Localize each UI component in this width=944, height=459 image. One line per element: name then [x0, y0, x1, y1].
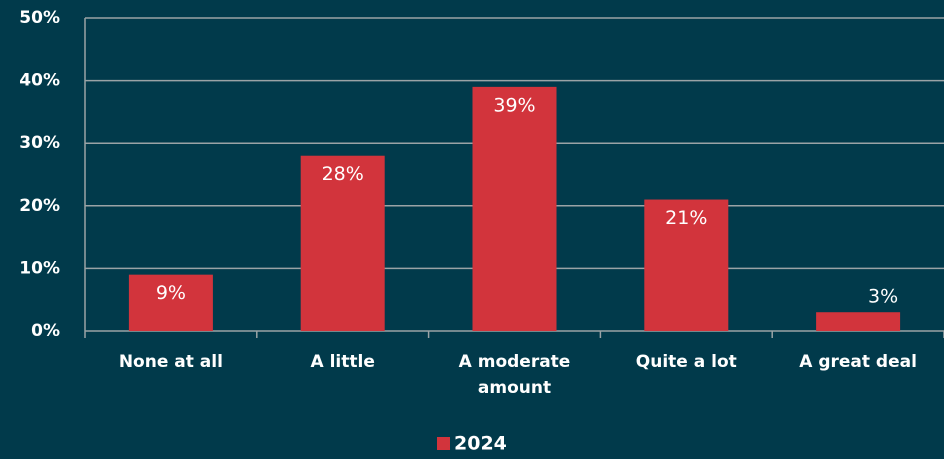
bar [644, 199, 729, 331]
y-tick-label: 50% [19, 8, 60, 28]
y-tick-label: 40% [19, 71, 60, 91]
x-tick-label: None at all [118, 352, 223, 372]
x-tick-label: A little [310, 352, 375, 372]
data-label: 39% [493, 94, 535, 116]
data-label: 3% [868, 286, 898, 308]
legend-swatch [437, 437, 450, 450]
y-tick-label: 10% [19, 258, 60, 278]
x-tick-label: A moderate amount [458, 352, 571, 398]
bar [128, 274, 213, 331]
legend-label: 2024 [454, 433, 507, 455]
bar [472, 86, 557, 331]
bar [300, 155, 385, 331]
data-label: 28% [322, 163, 364, 185]
x-tick-label: A great deal [799, 352, 917, 372]
data-label: 9% [156, 282, 186, 304]
y-tick-label: 20% [19, 196, 60, 216]
data-label: 21% [665, 207, 707, 229]
y-tick-label: 0% [31, 321, 60, 341]
bar [816, 312, 901, 331]
x-tick-label: Quite a lot [635, 352, 737, 372]
y-tick-label: 30% [19, 133, 60, 153]
